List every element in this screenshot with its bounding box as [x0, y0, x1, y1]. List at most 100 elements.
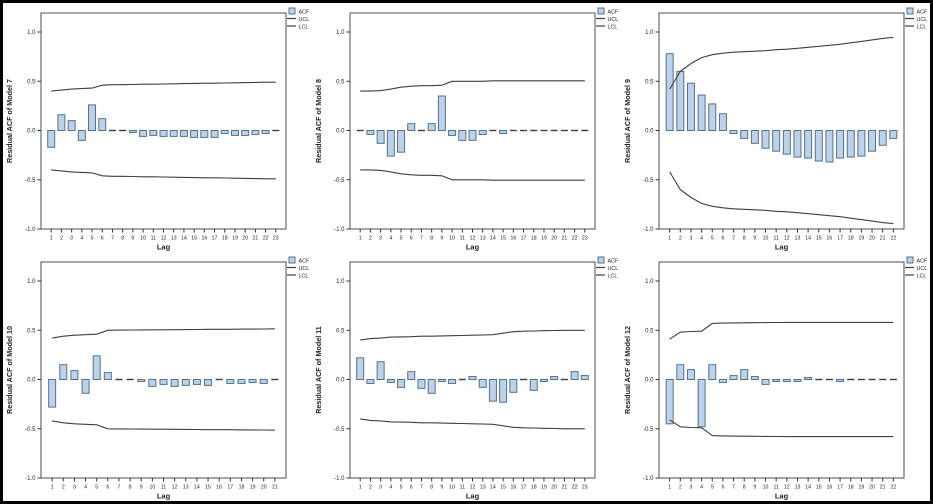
x-tick-label: 7 [111, 236, 114, 242]
x-tick-label: 16 [510, 236, 516, 242]
x-tick-label: 9 [440, 236, 443, 242]
x-tick-label: 10 [449, 485, 455, 491]
x-tick-label: 20 [869, 236, 875, 242]
x-tick-label: 12 [161, 236, 167, 242]
acf-bar-lag-13 [793, 379, 802, 382]
acf-bar-lag-19 [248, 379, 257, 383]
y-tick-label: 1.0 [27, 30, 36, 36]
acf-bar-lag-2 [59, 364, 68, 380]
acf-bar-lag-15 [499, 130, 508, 134]
acf-bar-lag-4 [77, 130, 86, 141]
acf-bar-lag-6 [718, 379, 727, 383]
x-tick-label: 15 [500, 236, 506, 242]
x-axis-label: Lag [157, 492, 171, 501]
y-tick-label: 0.0 [336, 129, 345, 135]
y-tick-label: -1.0 [25, 476, 36, 482]
acf-bar-lag-14 [804, 130, 813, 159]
acf-chart-model-7: Residual ACF of Model 7 1.0 0.5 0.0 -0.5 -1.0… [3, 3, 312, 252]
plot-area [658, 12, 905, 230]
x-tick-label: 17 [837, 236, 843, 242]
x-tick-label: 20 [261, 485, 267, 491]
x-tick-label: 4 [389, 485, 392, 491]
lcl-line [360, 169, 585, 181]
acf-chart-model-10: Residual ACF of Model 10 1.0 0.5 0.0 -0.5 -1.… [3, 252, 312, 501]
acf-bar-lag-11 [159, 379, 168, 385]
legend-label-ucl: UCL [299, 266, 310, 272]
acf-bar-lag-12 [159, 130, 168, 137]
acf-bar-lag-10 [148, 379, 157, 387]
ucl-line [669, 36, 894, 90]
acf-bar-lag-15 [814, 130, 823, 162]
x-tick-label: 11 [460, 485, 465, 491]
acf-bar-lag-6 [98, 118, 107, 131]
x-tick-label: 22 [572, 485, 578, 491]
x-tick-label: 10 [149, 485, 155, 491]
acf-zero-dash [509, 129, 517, 132]
acf-zero-dash [417, 129, 425, 132]
legend-acf-swatch [906, 7, 914, 15]
acf-bar-lag-3 [686, 369, 695, 381]
x-tick-label: 22 [263, 236, 269, 242]
lcl-line [52, 420, 275, 431]
x-axis-label: Lag [775, 492, 789, 501]
acf-bar-lag-3 [376, 361, 385, 380]
acf-bar-lag-10 [139, 130, 148, 137]
x-tick-label: 6 [101, 236, 104, 242]
x-axis-label: Lag [775, 243, 789, 252]
x-tick-label: 12 [172, 485, 178, 491]
y-tick-label: 1.0 [336, 30, 345, 36]
y-axis-label: Residual ACF of Model 11 [314, 326, 323, 414]
acf-zero-dash [857, 378, 865, 381]
acf-bar-lag-12 [782, 379, 791, 382]
legend-label-acf: ACF [917, 10, 928, 16]
acf-bar-lag-22 [570, 371, 579, 381]
acf-bar-lag-13 [478, 130, 487, 135]
acf-zero-dash [879, 378, 887, 381]
acf-zero-dash [530, 129, 538, 132]
acf-bar-lag-10 [448, 379, 457, 384]
acf-bar-lag-4 [697, 94, 706, 131]
legend-acf-swatch [288, 256, 296, 264]
y-tick-label: -1.0 [643, 476, 654, 482]
acf-bar-lag-20 [259, 379, 268, 384]
x-tick-label: 8 [743, 236, 746, 242]
y-tick-label: 0.0 [645, 129, 654, 135]
acf-bar-lag-17 [226, 379, 235, 384]
x-tick-label: 3 [379, 236, 382, 242]
y-tick-label: -1.0 [334, 476, 345, 482]
y-tick-label: 0.5 [27, 79, 36, 85]
acf-bar-lag-9 [750, 376, 759, 380]
acf-bar-lag-11 [772, 379, 781, 382]
x-tick-label: 3 [70, 236, 73, 242]
x-axis-label: Lag [157, 243, 171, 252]
x-tick-label: 1 [668, 485, 671, 491]
x-tick-label: 22 [572, 236, 578, 242]
legend-acf-swatch [597, 256, 605, 264]
acf-zero-dash [560, 378, 568, 381]
acf-bar-lag-6 [407, 123, 416, 132]
acf-bar-lag-4 [697, 379, 706, 428]
x-tick-label: 14 [805, 236, 811, 242]
legend-label-ucl: UCL [917, 266, 928, 272]
legend-label-ucl: UCL [299, 17, 310, 23]
acf-bar-lag-10 [761, 379, 770, 385]
x-tick-label: 13 [480, 485, 486, 491]
acf-zero-dash [868, 378, 876, 381]
acf-zero-dash [540, 129, 548, 132]
x-tick-label: 17 [227, 485, 233, 491]
acf-bar-lag-20 [868, 130, 877, 152]
acf-bar-lag-4 [386, 379, 395, 383]
acf-bar-lag-1 [356, 357, 365, 381]
acf-bar-lag-2 [366, 379, 375, 384]
y-tick-label: 0.0 [27, 129, 36, 135]
x-tick-label: 1 [668, 236, 671, 242]
acf-bar-lag-3 [67, 120, 76, 132]
x-tick-label: 11 [460, 236, 465, 242]
acf-bar-lag-7 [417, 379, 426, 389]
x-tick-label: 8 [743, 485, 746, 491]
x-tick-label: 10 [449, 236, 455, 242]
x-tick-label: 13 [795, 485, 801, 491]
x-tick-label: 16 [216, 485, 222, 491]
